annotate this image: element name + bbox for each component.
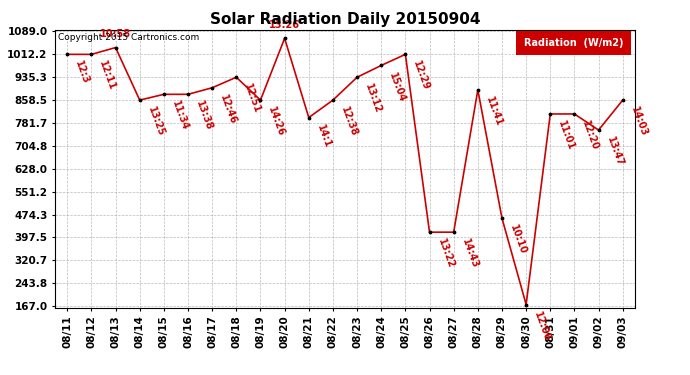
- Text: 13:38: 13:38: [194, 100, 214, 132]
- Text: 11:34: 11:34: [170, 100, 190, 132]
- Text: 14:03: 14:03: [629, 105, 649, 138]
- Text: 13:47: 13:47: [604, 135, 624, 168]
- Text: Copyright 2015 Cartronics.com: Copyright 2015 Cartronics.com: [58, 33, 199, 42]
- Text: 14:43: 14:43: [460, 237, 480, 270]
- Text: 13:22: 13:22: [435, 237, 455, 270]
- Text: 12:29: 12:29: [411, 60, 431, 92]
- Text: 12:51: 12:51: [242, 82, 262, 115]
- Text: 14:26: 14:26: [266, 105, 286, 138]
- Title: Solar Radiation Daily 20150904: Solar Radiation Daily 20150904: [210, 12, 480, 27]
- Text: 12:3: 12:3: [73, 60, 91, 86]
- Text: 12:06: 12:06: [532, 310, 552, 342]
- Text: 12:38: 12:38: [339, 105, 359, 138]
- Text: 12:20: 12:20: [580, 119, 600, 152]
- Text: 11:01: 11:01: [556, 119, 576, 152]
- Text: 10:10: 10:10: [508, 224, 528, 256]
- Text: 15:04: 15:04: [387, 71, 407, 104]
- Text: 14:1: 14:1: [315, 123, 333, 149]
- Text: 12:46: 12:46: [218, 93, 238, 126]
- Text: 11:41: 11:41: [484, 95, 504, 128]
- Text: 13:25: 13:25: [146, 105, 166, 138]
- Text: 13:12: 13:12: [363, 82, 383, 115]
- Text: 12:11: 12:11: [97, 60, 117, 92]
- Text: 13:26: 13:26: [269, 20, 300, 30]
- Text: 10:58: 10:58: [100, 29, 131, 39]
